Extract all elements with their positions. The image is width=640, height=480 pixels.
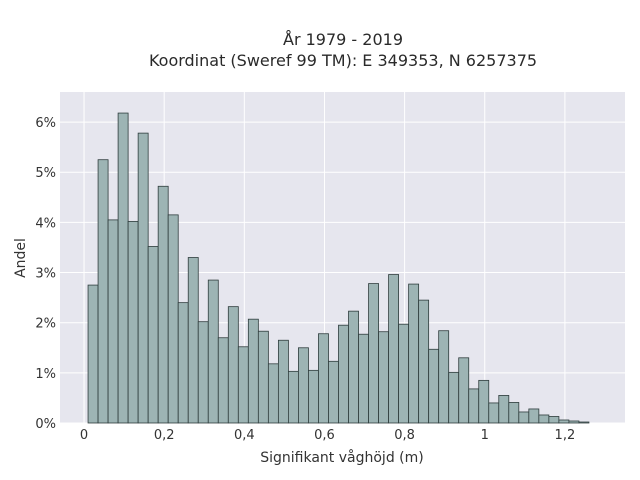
chart-subtitle: Koordinat (Sweref 99 TM): E 349353, N 62…: [149, 51, 537, 70]
histogram-bar: [87, 284, 99, 424]
histogram-bar: [97, 159, 109, 424]
y-axis-label: Andel: [13, 238, 29, 278]
histogram-bar: [267, 363, 279, 424]
histogram-bar: [458, 357, 470, 424]
histogram-bar: [498, 395, 510, 424]
histogram-bar: [428, 348, 440, 424]
histogram-bar: [107, 219, 119, 424]
x-tick-label: 1,2: [555, 428, 576, 443]
histogram-bar: [197, 321, 209, 424]
histogram-bar: [578, 421, 590, 424]
x-tick-label: 0,8: [394, 428, 415, 443]
histogram-bar: [308, 369, 319, 424]
histogram-bar: [558, 419, 570, 424]
histogram-bar: [418, 299, 430, 424]
y-tick-label: 4%: [35, 216, 56, 231]
histogram-bar: [187, 257, 199, 424]
histogram-bar: [538, 414, 550, 424]
y-tick-label: 5%: [35, 166, 56, 181]
histogram-bar: [518, 411, 530, 424]
x-tick-label: 0,6: [314, 428, 335, 443]
histogram-bar: [488, 402, 500, 424]
x-tick-label: 0,2: [154, 428, 175, 443]
x-tick-label: 0,4: [234, 428, 255, 443]
y-tick-label: 3%: [35, 267, 56, 282]
histogram-bar: [328, 360, 339, 424]
histogram-bar: [298, 347, 309, 424]
histogram-bar: [207, 279, 219, 424]
histogram-bar: [478, 379, 490, 424]
x-tick-label: 1: [481, 428, 489, 443]
x-tick-label: 0: [80, 428, 88, 443]
histogram-bar: [217, 337, 229, 424]
histogram-bar: [318, 333, 329, 424]
histogram-bar: [398, 323, 410, 424]
histogram-bar: [247, 318, 259, 424]
histogram-bar: [237, 346, 249, 424]
histogram-bar: [528, 408, 540, 424]
y-tick-label: 2%: [35, 317, 56, 332]
histogram-bar: [137, 132, 149, 424]
histogram-bar: [568, 420, 580, 424]
histogram-bar: [167, 214, 179, 424]
histogram-bar: [348, 310, 359, 424]
histogram-bar: [177, 302, 189, 424]
y-tick-label: 6%: [35, 116, 56, 131]
y-tick-label: 0%: [35, 417, 56, 432]
histogram-bar: [287, 370, 299, 424]
histogram-bar: [147, 246, 159, 424]
histogram-bar: [508, 402, 520, 424]
histogram-bar: [257, 330, 269, 424]
histogram-bar: [468, 388, 480, 424]
histogram-bar: [448, 371, 460, 424]
histogram-bar: [127, 220, 139, 424]
histogram-bar: [277, 339, 289, 424]
histogram-bar: [388, 274, 399, 424]
histogram-bar: [157, 185, 169, 424]
histogram-bar: [227, 306, 239, 424]
histogram-bar: [338, 324, 349, 424]
x-axis-ticks: 0 0,2 0,4 0,6 0,8 1 1,2: [80, 428, 575, 443]
histogram-bar: [117, 112, 129, 424]
chart-title: År 1979 - 2019: [283, 30, 403, 49]
histogram-bar: [368, 283, 379, 424]
histogram-bar: [358, 333, 369, 424]
histogram-bar: [408, 283, 420, 424]
histogram-bar: [378, 331, 389, 424]
bars: [87, 112, 590, 424]
y-tick-label: 1%: [35, 367, 56, 382]
histogram-bar: [548, 416, 560, 424]
y-axis-ticks: 0% 1% 2% 3% 4% 5% 6%: [35, 116, 56, 432]
histogram-bar: [438, 330, 450, 424]
x-axis-label: Signifikant våghöjd (m): [260, 449, 423, 466]
